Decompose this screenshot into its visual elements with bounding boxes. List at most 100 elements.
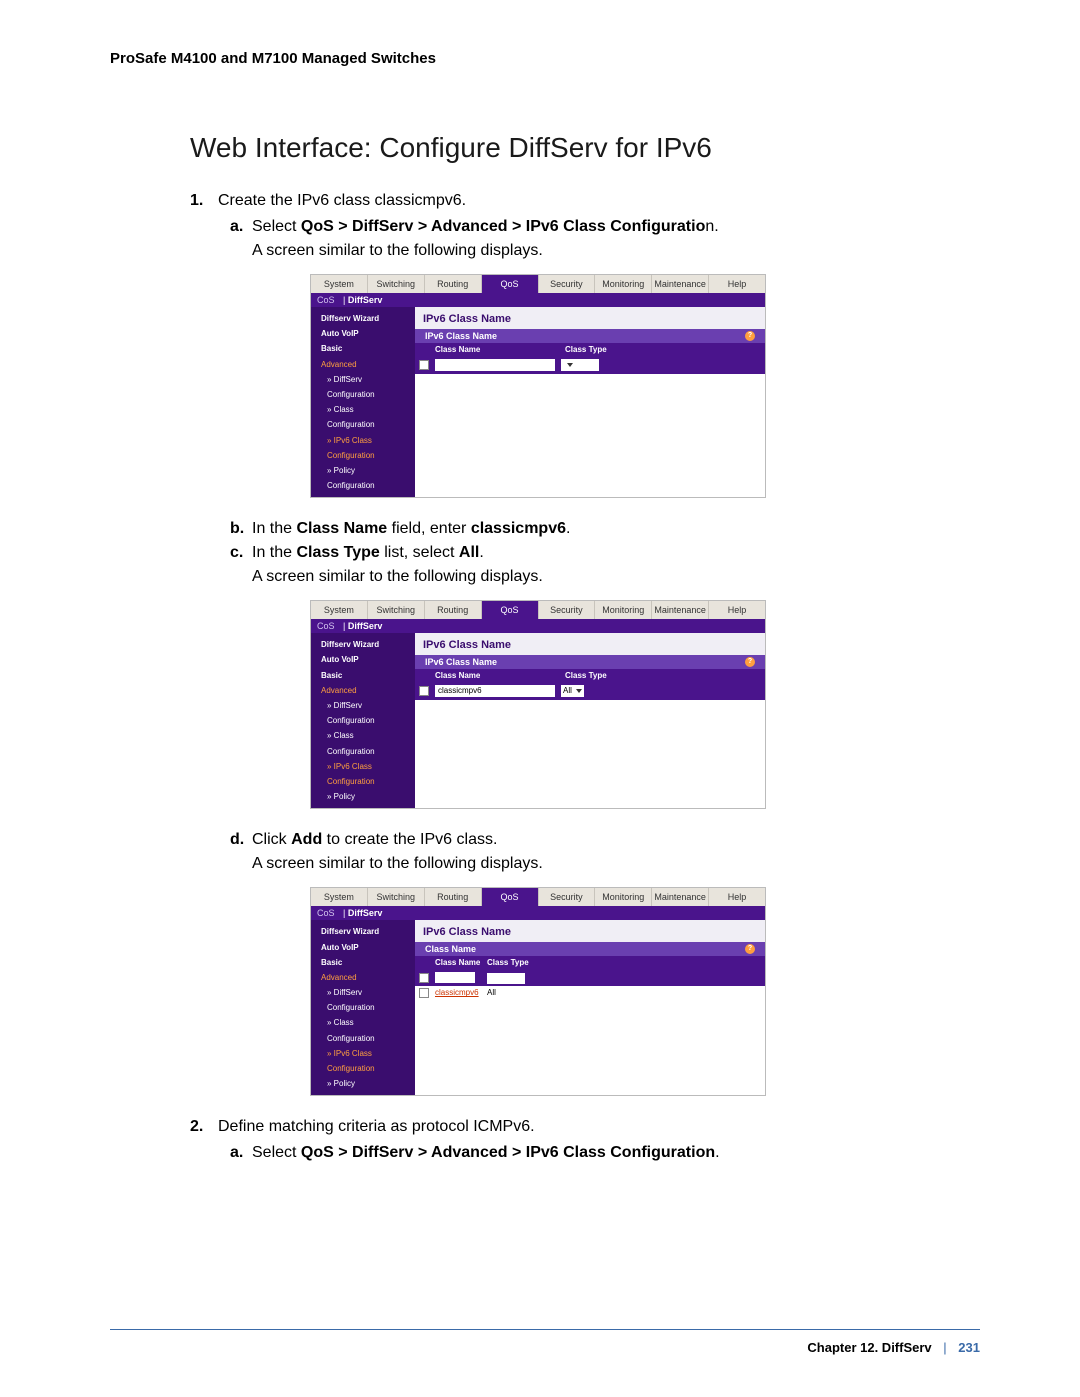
tab-maintenance[interactable]: Maintenance (652, 601, 709, 619)
sidebar-item[interactable]: Configuration (311, 744, 415, 759)
sidebar-item[interactable]: » DiffServ (311, 372, 415, 387)
help-icon[interactable]: ? (745, 331, 755, 341)
screenshot-2: SystemSwitchingRoutingQoSSecurityMonitor… (310, 600, 766, 809)
sidebar-item[interactable]: Advanced (311, 357, 415, 372)
sub-2a-suffix: . (715, 1144, 719, 1161)
help-icon[interactable]: ? (745, 657, 755, 667)
tab-security[interactable]: Security (539, 888, 596, 906)
sidebar-item[interactable]: Diffserv Wizard (311, 311, 415, 326)
sidebar-item[interactable]: Advanced (311, 683, 415, 698)
sidebar-item[interactable]: Diffserv Wizard (311, 637, 415, 652)
tab-help[interactable]: Help (709, 275, 765, 293)
bar-title: IPv6 Class Name ? (415, 329, 765, 343)
tab-security[interactable]: Security (539, 275, 596, 293)
class-type-select[interactable] (487, 973, 525, 984)
sidebar-item[interactable]: Auto VoIP (311, 652, 415, 667)
tab-routing[interactable]: Routing (425, 888, 482, 906)
row-checkbox[interactable] (419, 360, 429, 370)
sidebar-item[interactable]: Configuration (311, 713, 415, 728)
tab-monitoring[interactable]: Monitoring (595, 888, 652, 906)
class-name-link[interactable]: classicmpv6 (435, 988, 479, 997)
sidebar-item[interactable]: » Policy (311, 789, 415, 804)
table-data-row: classicmpv6 All (415, 986, 765, 1000)
sidebar-item[interactable]: Basic (311, 341, 415, 356)
row-checkbox[interactable] (419, 973, 429, 983)
sub-d: d.Click Add to create the IPv6 class. (230, 831, 980, 849)
subtab-cos[interactable]: CoS (317, 621, 335, 631)
tab-qos[interactable]: QoS (482, 275, 539, 293)
sidebar-item[interactable]: Configuration (311, 448, 415, 463)
sidebar-item[interactable]: » DiffServ (311, 985, 415, 1000)
tab-row: SystemSwitchingRoutingQoSSecurityMonitor… (311, 275, 765, 293)
tab-system[interactable]: System (311, 275, 368, 293)
sidebar-item[interactable]: » Class (311, 402, 415, 417)
sidebar-item[interactable]: Configuration (311, 774, 415, 789)
class-type-select[interactable]: All (561, 685, 584, 697)
sub-a: a.Select QoS > DiffServ > Advanced > IPv… (230, 218, 980, 236)
tab-switching[interactable]: Switching (368, 888, 425, 906)
tab-maintenance[interactable]: Maintenance (652, 888, 709, 906)
sidebar-item[interactable]: Auto VoIP (311, 940, 415, 955)
tab-monitoring[interactable]: Monitoring (595, 275, 652, 293)
sidebar-item[interactable]: Configuration (311, 1031, 415, 1046)
sub-b-prefix: In the (252, 520, 296, 537)
sidebar-item[interactable]: » IPv6 Class (311, 433, 415, 448)
col-class-type: Class Type (565, 671, 765, 680)
input-row (415, 356, 765, 374)
th-class-name: Class Name (435, 958, 487, 967)
row-checkbox[interactable] (419, 988, 429, 998)
sidebar-item[interactable]: Configuration (311, 1000, 415, 1015)
class-type-select[interactable] (561, 359, 599, 371)
sub-b-letter: b. (230, 520, 252, 538)
help-icon[interactable]: ? (745, 944, 755, 954)
tab-qos[interactable]: QoS (482, 888, 539, 906)
sidebar-item[interactable]: » Policy (311, 463, 415, 478)
main-panel: IPv6 Class Name Class Name ? Class Name … (415, 920, 765, 1095)
sub-c-bold1: Class Type (296, 544, 379, 561)
sub-b-bold2: classicmpv6 (471, 520, 566, 537)
sidebar-item[interactable]: » Class (311, 1015, 415, 1030)
tab-security[interactable]: Security (539, 601, 596, 619)
tab-help[interactable]: Help (709, 888, 765, 906)
tab-qos[interactable]: QoS (482, 601, 539, 619)
tab-monitoring[interactable]: Monitoring (595, 601, 652, 619)
tab-help[interactable]: Help (709, 601, 765, 619)
bar-title-text: IPv6 Class Name (425, 331, 497, 341)
subtab-cos[interactable]: CoS (317, 295, 335, 305)
tab-switching[interactable]: Switching (368, 601, 425, 619)
sidebar-item[interactable]: Configuration (311, 417, 415, 432)
tab-routing[interactable]: Routing (425, 275, 482, 293)
sidebar-item[interactable]: » DiffServ (311, 698, 415, 713)
sidebar-item[interactable]: Configuration (311, 478, 415, 493)
sub-2a-prefix: Select (252, 1144, 301, 1161)
sidebar-item[interactable]: » Class (311, 728, 415, 743)
class-name-input[interactable] (435, 972, 475, 983)
sidebar-item[interactable]: Advanced (311, 970, 415, 985)
sidebar-item[interactable]: Configuration (311, 1061, 415, 1076)
row-checkbox[interactable] (419, 686, 429, 696)
tab-switching[interactable]: Switching (368, 275, 425, 293)
tab-system[interactable]: System (311, 888, 368, 906)
panel-title: IPv6 Class Name (415, 633, 765, 655)
subtab-cos[interactable]: CoS (317, 908, 335, 918)
tab-maintenance[interactable]: Maintenance (652, 275, 709, 293)
bar-title: Class Name ? (415, 942, 765, 956)
tab-system[interactable]: System (311, 601, 368, 619)
sub-a-letter: a. (230, 218, 252, 236)
sidebar-item[interactable]: Diffserv Wizard (311, 924, 415, 939)
tab-routing[interactable]: Routing (425, 601, 482, 619)
sidebar-item[interactable]: » IPv6 Class (311, 759, 415, 774)
class-name-input[interactable]: classicmpv6 (435, 685, 555, 697)
subtab-diffserv[interactable]: DiffServ (348, 621, 383, 631)
screenshot-1: SystemSwitchingRoutingQoSSecurityMonitor… (310, 274, 766, 498)
sub-b-bold1: Class Name (296, 520, 387, 537)
sidebar-item[interactable]: » Policy (311, 1076, 415, 1091)
sidebar-item[interactable]: » IPv6 Class (311, 1046, 415, 1061)
subtab-diffserv[interactable]: DiffServ (348, 295, 383, 305)
class-name-input[interactable] (435, 359, 555, 371)
sidebar-item[interactable]: Configuration (311, 387, 415, 402)
sidebar-item[interactable]: Auto VoIP (311, 326, 415, 341)
subtab-diffserv[interactable]: DiffServ (348, 908, 383, 918)
sidebar-item[interactable]: Basic (311, 955, 415, 970)
sidebar-item[interactable]: Basic (311, 668, 415, 683)
